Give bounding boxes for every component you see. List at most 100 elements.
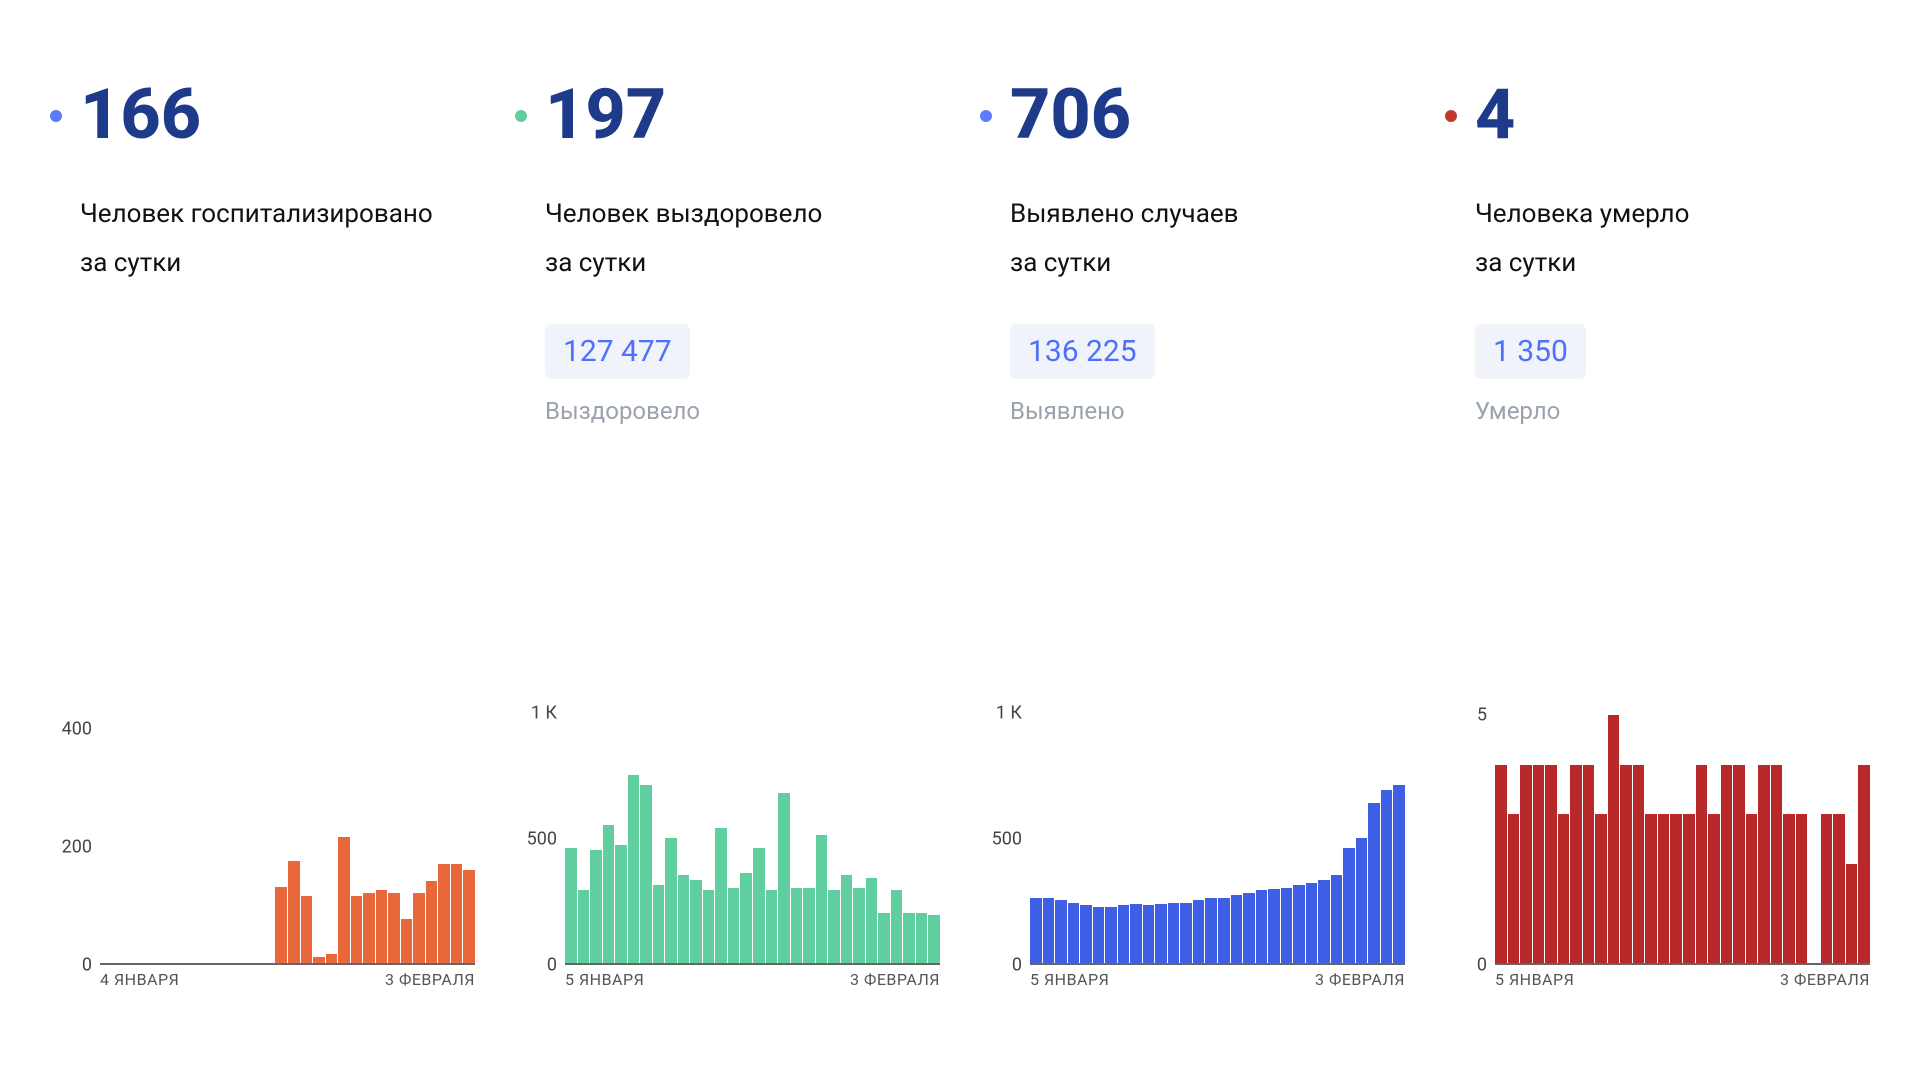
y-tick-label: 0 (1477, 955, 1487, 976)
total-label: Умерло (1475, 397, 1870, 425)
chart-deaths: 0 5 5 ЯНВАРЯ 3 ФЕВРАЛЯ (1445, 700, 1870, 1000)
bar (1583, 765, 1595, 963)
bar (1368, 803, 1380, 963)
desc-line2: за сутки (80, 239, 475, 288)
y-tick-label: 0 (1012, 955, 1022, 976)
x-start-label: 5 ЯНВАРЯ (1030, 970, 1109, 1000)
bar (1533, 765, 1545, 963)
x-end-label: 3 ФЕВРАЛЯ (1315, 970, 1405, 1000)
y-tick-label: 400 (62, 719, 92, 740)
bar (1293, 885, 1305, 963)
bar (1683, 814, 1695, 963)
bar (1155, 904, 1167, 963)
x-end-label: 3 ФЕВРАЛЯ (1780, 970, 1870, 1000)
plot-area (1030, 700, 1405, 965)
bar (1608, 715, 1620, 963)
bar (878, 913, 890, 963)
bar (728, 888, 740, 963)
bar (1381, 790, 1393, 963)
indicator-dot (980, 110, 992, 122)
bar (690, 880, 702, 963)
y-axis: 05001 К (980, 700, 1030, 965)
bar (740, 873, 752, 963)
desc-line1: Человека умерло (1475, 190, 1870, 239)
bar (1130, 904, 1142, 963)
bar (1796, 814, 1808, 963)
bar (715, 828, 727, 963)
card-header: 4 (1445, 80, 1870, 150)
bar (301, 896, 313, 963)
plot-area (1495, 700, 1870, 965)
bar (928, 915, 940, 963)
bar (1520, 765, 1532, 963)
stat-description: Человек выздоровело за сутки (545, 190, 940, 289)
bar (1846, 864, 1858, 963)
card-detected: 706 Выявлено случаев за сутки 136 225 Вы… (980, 80, 1405, 1000)
plot-area (565, 700, 940, 965)
bar (1545, 765, 1557, 963)
bar (1318, 880, 1330, 963)
bar (1771, 765, 1783, 963)
bar (1068, 903, 1080, 963)
chart-recovered: 05001 К 5 ЯНВАРЯ 3 ФЕВРАЛЯ (515, 700, 940, 1000)
bar (1205, 898, 1217, 963)
bar (1080, 905, 1092, 963)
y-tick-label: 0 (82, 955, 92, 976)
indicator-dot (515, 110, 527, 122)
bar (590, 850, 602, 963)
bar (1495, 765, 1507, 963)
bar (413, 893, 425, 963)
stats-dashboard: 166 Человек госпитализировано за сутки 0… (50, 80, 1870, 1000)
bar (1105, 907, 1117, 963)
card-deaths: 4 Человека умерло за сутки 1 350 Умерло … (1445, 80, 1870, 1000)
desc-line2: за сутки (545, 239, 940, 288)
bar (1043, 898, 1055, 963)
bar (1118, 905, 1130, 963)
bar (578, 890, 590, 963)
bar (1783, 814, 1795, 963)
bar (678, 875, 690, 963)
desc-line1: Выявлено случаев (1010, 190, 1405, 239)
bar (841, 875, 853, 963)
x-axis: 5 ЯНВАРЯ 3 ФЕВРАЛЯ (1495, 970, 1870, 1000)
bar (1231, 895, 1243, 963)
bar (401, 919, 413, 963)
bar (1180, 903, 1192, 963)
bar (326, 954, 338, 963)
x-end-label: 3 ФЕВРАЛЯ (385, 970, 475, 1000)
bar (1620, 765, 1632, 963)
bar (1393, 785, 1405, 963)
bar (1758, 765, 1770, 963)
total-badge: 1 350 (1475, 324, 1586, 379)
bar (1331, 875, 1343, 963)
bar (640, 785, 652, 963)
bar (1093, 907, 1105, 963)
bar (1721, 765, 1733, 963)
bar (363, 893, 375, 963)
stat-value: 4 (1475, 80, 1515, 150)
bar (275, 887, 287, 963)
x-axis: 5 ЯНВАРЯ 3 ФЕВРАЛЯ (1030, 970, 1405, 1000)
indicator-dot (1445, 110, 1457, 122)
bar (628, 775, 640, 963)
chart-detected: 05001 К 5 ЯНВАРЯ 3 ФЕВРАЛЯ (980, 700, 1405, 1000)
y-tick-label: 0 (547, 955, 557, 976)
bar (1030, 898, 1042, 963)
total-badge: 127 477 (545, 324, 690, 379)
bar (1570, 765, 1582, 963)
bar (803, 888, 815, 963)
indicator-dot (50, 110, 62, 122)
bar (791, 888, 803, 963)
y-axis: 0200400 (50, 700, 100, 965)
bar (1746, 814, 1758, 963)
bar (1645, 814, 1657, 963)
bar (463, 870, 475, 964)
bar (1696, 765, 1708, 963)
bar (1306, 883, 1318, 963)
bar (891, 890, 903, 963)
card-header: 197 (515, 80, 940, 150)
bar (1343, 848, 1355, 963)
stat-value: 706 (1010, 80, 1131, 150)
y-tick-label: 5 (1477, 705, 1487, 726)
bar (916, 913, 928, 963)
